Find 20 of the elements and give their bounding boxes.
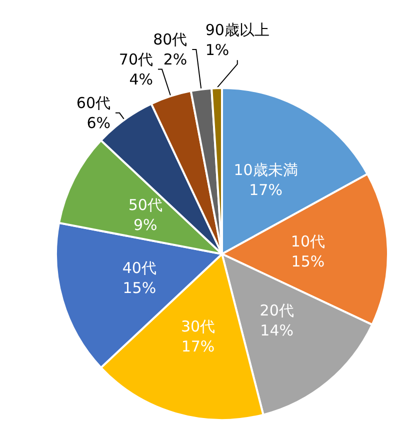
slice-label: 40代 [122,258,156,277]
data-label: 14% [260,321,294,340]
data-label: 4% [129,70,153,88]
slice-label: 50代 [128,196,162,214]
data-label: 6% [86,114,110,132]
data-label: 17% [181,338,215,356]
slice-label: 60代 [76,94,110,112]
slice-label: 10代 [290,232,326,250]
data-label: 2% [163,50,188,69]
slice-label: 10歳未満 [234,160,298,179]
data-label: 9% [133,216,158,234]
data-label: 15% [122,278,156,297]
data-label: 15% [291,252,325,270]
slice-label: 20代 [260,301,294,320]
slice-label: 70代 [118,50,153,68]
slice-label: 80代 [153,30,188,49]
slice-label: 90歳以上 [205,21,270,40]
slice-label: 30代 [180,318,216,336]
data-label: 17% [249,180,282,199]
data-label: 1% [205,41,230,60]
